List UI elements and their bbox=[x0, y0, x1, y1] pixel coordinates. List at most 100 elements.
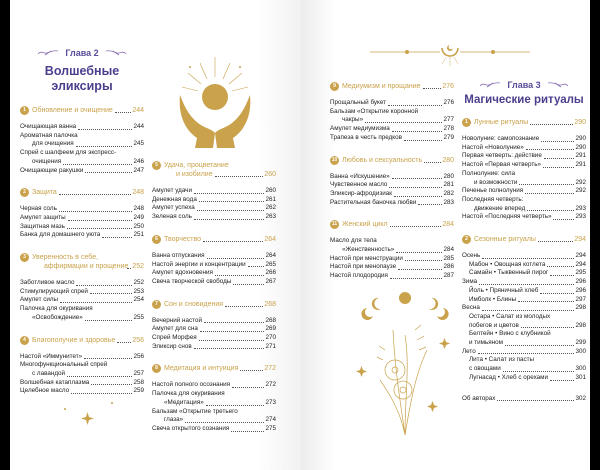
section-title: Медиумизм и прощание 276 bbox=[342, 82, 454, 91]
toc-entry[interactable]: Амулет медиумизма 278 bbox=[330, 125, 454, 134]
chapter-title-line: Волшебные bbox=[44, 64, 120, 78]
toc-entry[interactable]: Осень 294 bbox=[462, 252, 586, 261]
toc-entry[interactable]: Зеленая соль 263 bbox=[152, 213, 276, 222]
toc-entry[interactable]: Заботливое масло 252 bbox=[20, 279, 144, 288]
toc-entry[interactable]: Печенье полнолуния 292 bbox=[462, 187, 586, 196]
toc-entry[interactable]: Амулет успеха 262 bbox=[152, 204, 276, 213]
toc-entry[interactable]: Трапеза в честь предков 279 bbox=[330, 134, 454, 143]
toc-entry[interactable]: Мабон • Овощная котлета 294 bbox=[462, 261, 586, 270]
toc-entry[interactable]: Эликсир снов 271 bbox=[152, 343, 276, 352]
dot-leader bbox=[553, 219, 575, 221]
section-header[interactable]: 4 Благополучие и здоровье 256 bbox=[20, 335, 144, 345]
toc-entry[interactable]: Настой энергии и концентрации 265 bbox=[152, 261, 276, 270]
entry-title: Спрей с шалфеем для экспресс- bbox=[20, 149, 117, 157]
section-header[interactable]: 11 Женский цикл 284 bbox=[330, 220, 454, 230]
toc-entry[interactable]: Палочка для окуривания «Освобождение» 255 bbox=[20, 305, 144, 322]
section-header[interactable]: 2 Сезонные ритуалы 294 bbox=[462, 235, 586, 245]
toc-entry[interactable]: Вечерний настой 268 bbox=[152, 317, 276, 326]
toc-entry[interactable]: Чувственное масло 281 bbox=[330, 181, 454, 190]
toc-entry[interactable]: Настой плодородия 287 bbox=[330, 272, 454, 281]
toc-entry[interactable]: Свеча открытого сознания 275 bbox=[152, 425, 276, 434]
section-header[interactable]: 5 Удача, процветание и изобилие 260 bbox=[152, 161, 276, 179]
toc-entry[interactable]: Бальзам «Открытие коронной чакры» 277 bbox=[330, 108, 454, 125]
toc-entry[interactable]: Эликсир-афродизиак 282 bbox=[330, 190, 454, 199]
toc-entry[interactable]: Имболк • Блины 297 bbox=[462, 296, 586, 305]
section-header[interactable]: 3 Уверенность в себе, аффирмации и прощени… bbox=[20, 253, 144, 271]
section-header[interactable]: 2 Защита 248 bbox=[20, 188, 144, 198]
toc-entry[interactable]: Бальзам «Открытие третьего глаза» 274 bbox=[152, 408, 276, 425]
toc-entry[interactable]: Первая четверть: действие 291 bbox=[462, 152, 586, 161]
toc-entry[interactable]: Масло для тела «Женственность» 284 bbox=[330, 237, 454, 254]
entry-page: 278 bbox=[443, 125, 454, 133]
toc-entry[interactable]: Остара • Салат из молодых побегов и цвето… bbox=[462, 313, 586, 330]
entry-page: 257 bbox=[133, 369, 144, 377]
toc-entry[interactable]: Белтейн • Вино с клубникой и тимьяном 299 bbox=[462, 330, 586, 347]
section-header[interactable]: 10 Любовь и сексуальность 280 bbox=[330, 155, 454, 165]
toc-entry[interactable]: Амулет силы 254 bbox=[20, 296, 144, 305]
toc-entry[interactable]: Настой при менопаузе 286 bbox=[330, 263, 454, 272]
section-title: Творчество 264 bbox=[164, 235, 276, 244]
entry-page: 273 bbox=[265, 398, 276, 406]
section-header[interactable]: 1 Лунные ритуалы 290 bbox=[462, 118, 586, 127]
toc-entry[interactable]: Амулет вдохновения 266 bbox=[152, 269, 276, 278]
toc-entry[interactable]: Йоль • Пряничный хлеб 296 bbox=[462, 287, 586, 296]
toc-entry[interactable]: Лита • Салат из пасты с овощами 300 bbox=[462, 356, 586, 373]
toc-entry[interactable]: Черная соль 248 bbox=[20, 205, 144, 214]
toc-entry[interactable]: Прощальный букет 276 bbox=[330, 99, 454, 108]
toc-entry[interactable]: Спрей с шалфеем для экспресс-очищения 246 bbox=[20, 149, 144, 166]
toc-entry[interactable]: Очищающая ванна 244 bbox=[20, 123, 144, 132]
section-page: 260 bbox=[264, 171, 276, 178]
toc-entry[interactable]: Многофункциональный спрей с лавандой 257 bbox=[20, 361, 144, 378]
entry-page: 282 bbox=[443, 189, 454, 197]
toc-entry[interactable]: Амулет удачи 260 bbox=[152, 187, 276, 196]
toc-entry[interactable]: Денежная вода 261 bbox=[152, 196, 276, 205]
section-header[interactable]: 1 Обновление и очищение 244 bbox=[20, 106, 144, 115]
toc-entry[interactable]: Настой «Иммунитет» 256 bbox=[20, 353, 144, 362]
section-header[interactable]: 7 Сон и сновидения 268 bbox=[152, 299, 276, 309]
toc-entry[interactable]: Последняя четверть: движение вперед 293 bbox=[462, 196, 586, 213]
section-title-line: Лунные ритуалы 290 bbox=[474, 118, 586, 127]
entry-title: Эликсир снов bbox=[152, 342, 192, 350]
toc-entry[interactable]: Свеча творческой свободы 267 bbox=[152, 278, 276, 287]
section-header[interactable]: 8 Медитация и интуиция 272 bbox=[152, 364, 276, 374]
dot-leader bbox=[84, 319, 133, 321]
toc-entry[interactable]: Амулет для сна 269 bbox=[152, 325, 276, 334]
toc-entry[interactable]: Зима 296 bbox=[462, 278, 586, 287]
toc-entry-authors[interactable]: Об авторах 302 bbox=[462, 395, 586, 404]
toc-entry[interactable]: Лугнасад • Хлеб с орехами 301 bbox=[462, 374, 586, 383]
toc-entry[interactable]: Лето 300 bbox=[462, 348, 586, 357]
toc-entry[interactable]: Банка для домашнего уюта 251 bbox=[20, 231, 144, 240]
dot-leader bbox=[540, 292, 575, 294]
toc-entry[interactable]: Самайн • Тыквенный пирог 295 bbox=[462, 269, 586, 278]
toc-entry[interactable]: Настой полного осознания 272 bbox=[152, 381, 276, 390]
toc-entry[interactable]: Амулет защиты 249 bbox=[20, 214, 144, 223]
toc-entry[interactable]: Целебное масло 259 bbox=[20, 387, 144, 396]
toc-entry[interactable]: Растительная баночка любви 283 bbox=[330, 199, 454, 208]
entry-page: 298 bbox=[575, 304, 586, 312]
toc-entry[interactable]: Палочка для окуривания «Медитация» 273 bbox=[152, 390, 276, 407]
toc-entry[interactable]: Полнолуние: сила и возможности 292 bbox=[462, 170, 586, 187]
moon-ornament-divider bbox=[370, 45, 530, 66]
dot-leader bbox=[396, 251, 443, 253]
dot-leader bbox=[71, 393, 133, 395]
toc-entry[interactable]: Защитная мазь 250 bbox=[20, 223, 144, 232]
toc-entry[interactable]: Стимулирующий спрей 253 bbox=[20, 288, 144, 297]
toc-entry[interactable]: Настой «Последняя четверть» 293 bbox=[462, 213, 586, 222]
section-number-badge: 4 bbox=[20, 335, 29, 345]
toc-entry[interactable]: Настой «Первая четверть» 291 bbox=[462, 161, 586, 170]
entry-line: Ванна отпускания 264 bbox=[152, 252, 276, 261]
section-header[interactable]: 9 Медиумизм и прощание 276 bbox=[330, 82, 454, 91]
toc-entry[interactable]: Ароматная палочка для очищения 245 bbox=[20, 132, 144, 149]
toc-entry[interactable]: Весна 298 bbox=[462, 304, 586, 313]
toc-entry[interactable]: Волшебная катаплазма 258 bbox=[20, 379, 144, 388]
toc-entry[interactable]: Очищающие ракушки 247 bbox=[20, 167, 144, 176]
entry-page: 299 bbox=[575, 339, 586, 347]
toc-entry[interactable]: Настой при менструации 285 bbox=[330, 255, 454, 264]
section-header[interactable]: 6 Творчество 264 bbox=[152, 234, 276, 244]
toc-entry[interactable]: Спрей Морфея 270 bbox=[152, 334, 276, 343]
toc-entry[interactable]: Ванна отпускания 264 bbox=[152, 252, 276, 261]
toc-entry[interactable]: Настой «Новолуние» 290 bbox=[462, 144, 586, 153]
toc-entry[interactable]: Ванна «Искушение» 280 bbox=[330, 173, 454, 182]
section-number-badge: 6 bbox=[152, 234, 161, 244]
toc-entry[interactable]: Новолуние: самопознание 290 bbox=[462, 135, 586, 144]
